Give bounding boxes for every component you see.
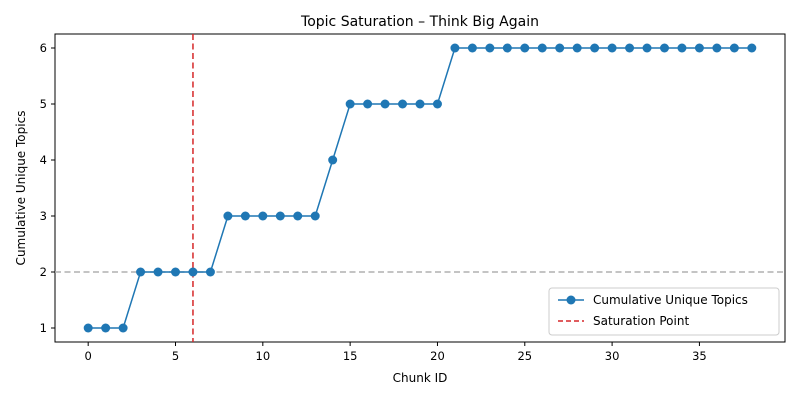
data-point <box>398 99 408 109</box>
plot-area <box>54 33 786 343</box>
data-point <box>432 99 442 109</box>
reference-lines <box>55 34 785 342</box>
data-point <box>310 211 320 221</box>
data-point <box>572 43 582 53</box>
y-tick-label: 6 <box>40 41 47 55</box>
y-tick-label: 1 <box>40 321 47 335</box>
data-point <box>205 267 215 277</box>
x-tick-label: 30 <box>605 349 620 363</box>
data-point <box>590 43 600 53</box>
x-tick-label: 35 <box>692 349 707 363</box>
data-point <box>293 211 303 221</box>
data-point <box>415 99 425 109</box>
data-point <box>345 99 355 109</box>
x-tick-label: 15 <box>343 349 358 363</box>
chart-title: Topic Saturation – Think Big Again <box>300 14 539 30</box>
data-point <box>607 43 617 53</box>
data-point <box>625 43 635 53</box>
data-point <box>659 43 669 53</box>
data-point <box>136 267 146 277</box>
data-point <box>275 211 285 221</box>
data-point <box>712 43 722 53</box>
y-tick-label: 5 <box>40 97 47 111</box>
data-point <box>118 323 128 333</box>
data-point <box>153 267 163 277</box>
series-line <box>88 47 752 329</box>
data-point <box>171 267 181 277</box>
x-axis-label: Chunk ID <box>393 371 448 385</box>
x-tick-label: 20 <box>430 349 445 363</box>
data-point <box>450 43 460 53</box>
data-point <box>502 43 512 53</box>
y-tick-label: 4 <box>40 153 47 167</box>
data-point <box>747 43 757 53</box>
legend-box <box>548 287 780 336</box>
data-point <box>363 99 373 109</box>
x-tick-label: 0 <box>85 349 92 363</box>
x-tick-label: 10 <box>256 349 271 363</box>
data-point <box>467 43 477 53</box>
data-point <box>555 43 565 53</box>
data-point <box>694 43 704 53</box>
data-point <box>328 155 338 165</box>
legend-series-label: Cumulative Unique Topics <box>593 293 748 307</box>
y-axis-label: Cumulative Unique Topics <box>14 111 28 266</box>
y-tick-label: 3 <box>40 209 47 223</box>
data-point <box>101 323 111 333</box>
y-axis-ticks: 1 2 3 4 5 6 <box>40 41 55 335</box>
legend-series-swatch-marker <box>566 295 576 305</box>
legend: Cumulative Unique Topics Saturation Poin… <box>548 287 780 336</box>
x-tick-label: 25 <box>517 349 532 363</box>
series-layer <box>83 43 757 333</box>
data-point <box>642 43 652 53</box>
y-tick-label: 2 <box>40 265 47 279</box>
data-point <box>485 43 495 53</box>
data-point <box>537 43 547 53</box>
data-point <box>83 323 93 333</box>
data-point <box>520 43 530 53</box>
data-point <box>258 211 268 221</box>
legend-saturation-label: Saturation Point <box>593 314 689 328</box>
data-point <box>380 99 390 109</box>
data-point <box>223 211 233 221</box>
x-axis-ticks: 0 5 10 15 20 25 30 35 <box>85 342 707 363</box>
data-point <box>188 267 198 277</box>
data-point <box>729 43 739 53</box>
x-tick-label: 5 <box>172 349 179 363</box>
data-point <box>677 43 687 53</box>
data-point <box>240 211 250 221</box>
